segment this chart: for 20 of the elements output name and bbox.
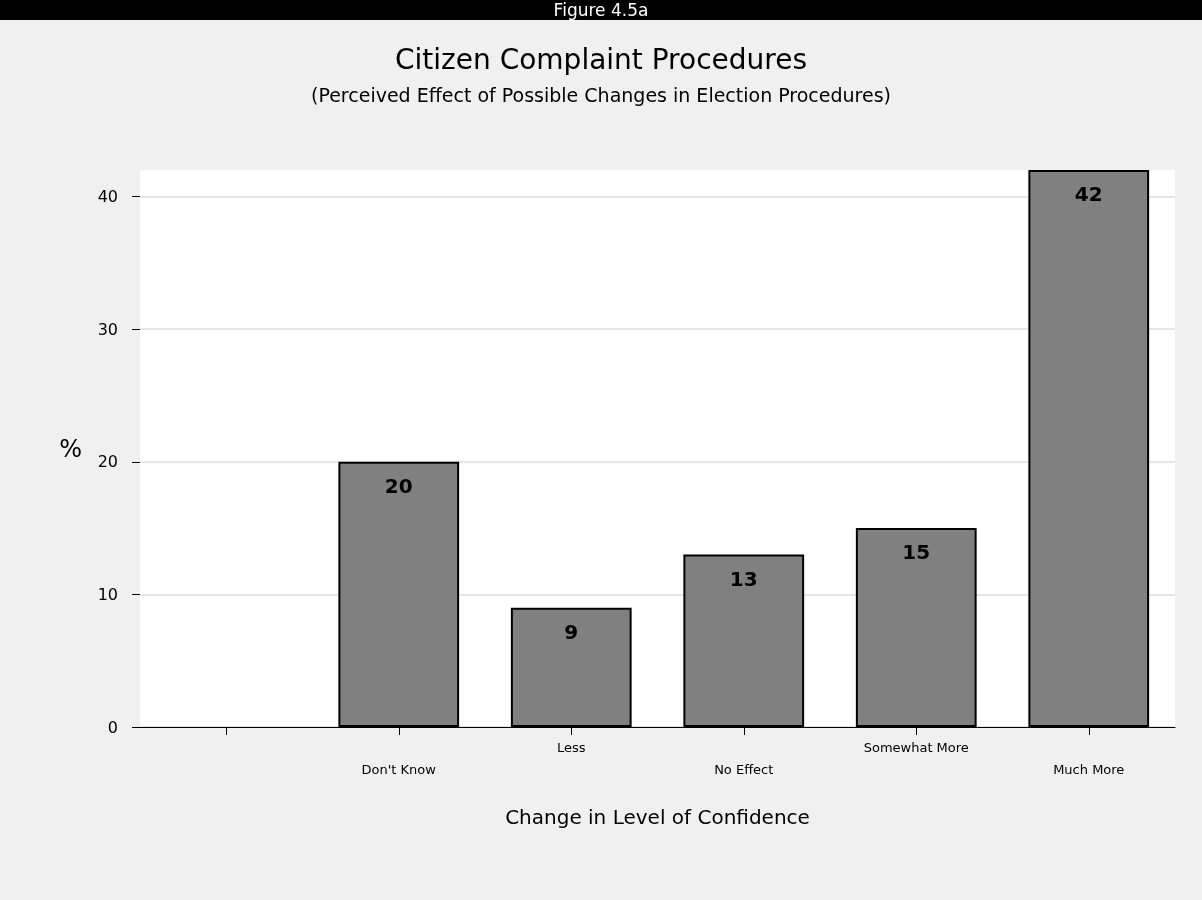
x-axis-title: Change in Level of Confidence — [505, 805, 810, 829]
y-axis-title: % — [59, 434, 82, 463]
x-tick-label: Less — [556, 740, 586, 755]
x-tick-label: No Effect — [714, 762, 774, 777]
caption: Figure 4.5a — [553, 0, 649, 20]
y-tick-label: 10 — [97, 584, 118, 604]
x-tick-label: Don't Know — [361, 762, 437, 777]
y-tick-label: 30 — [97, 319, 118, 339]
x-tick-label: Much More — [1053, 762, 1125, 777]
data-label: 42 — [1074, 182, 1103, 206]
y-tick-label: 0 — [107, 717, 118, 737]
x-tick-label: Somewhat More — [863, 740, 969, 755]
data-label: 15 — [902, 540, 931, 565]
chart-title: Citizen Complaint Procedures — [394, 42, 808, 76]
y-tick-label: 40 — [97, 187, 118, 207]
y-tick-label: 20 — [97, 452, 118, 472]
data-label: 20 — [384, 473, 413, 498]
data-label: 9 — [564, 619, 579, 644]
data-label: 13 — [729, 566, 758, 591]
chart-subtitle: (Perceived Effect of Possible Changes in Election Procedures) — [310, 83, 892, 106]
